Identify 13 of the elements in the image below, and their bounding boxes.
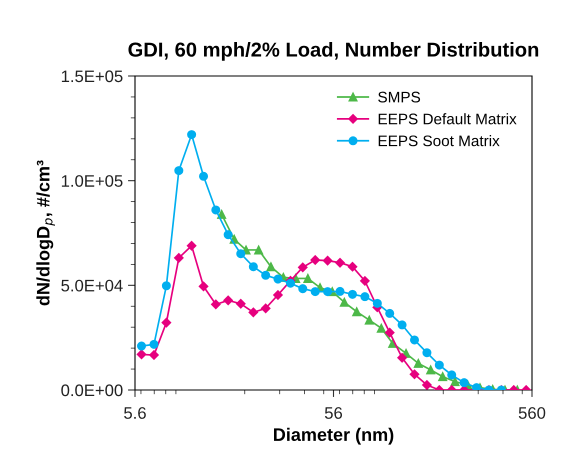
x-tick-label: 56 (324, 407, 342, 419)
legend-label: SMPS (378, 92, 420, 102)
x-tick-label: 560 (518, 407, 546, 419)
chart-title: GDI, 60 mph/2% Load, Number Distribution (128, 42, 538, 61)
legend-label: EEPS Default Matrix (378, 113, 517, 124)
x-tick-label: 5.6 (124, 407, 146, 419)
y-tick-label: 1.5E+05 (62, 70, 122, 82)
y-tick-label: 5.0E+04 (61, 280, 123, 292)
legend-label: EEPS Soot Matrix (378, 135, 500, 146)
x-axis-title: Diameter (nm) (274, 428, 394, 445)
y-tick-label: 1.0E+05 (62, 175, 122, 187)
y-axis-title: dN/dlogD$_{p}$, #/cm³ (36, 160, 55, 306)
y-tick-label: 0.0E+00 (61, 384, 123, 396)
